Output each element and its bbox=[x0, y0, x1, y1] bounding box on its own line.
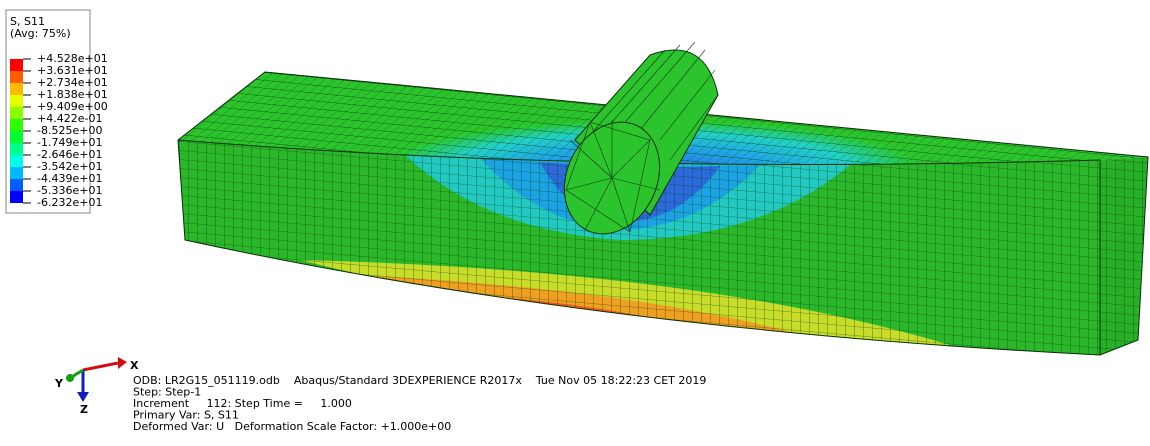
axis-z: Z bbox=[80, 403, 88, 416]
legend-swatch bbox=[10, 71, 23, 83]
legend-swatch bbox=[10, 167, 23, 179]
legend-swatch bbox=[10, 107, 23, 119]
info-line: ODB: LR2G15_051119.odb Abaqus/Standard 3… bbox=[133, 374, 706, 387]
legend-swatch bbox=[10, 155, 23, 167]
legend-label: -6.232e+01 bbox=[37, 196, 102, 209]
info-line: Deformed Var: U Deformation Scale Factor… bbox=[133, 420, 451, 433]
legend-swatch bbox=[10, 119, 23, 131]
legend-swatch bbox=[10, 95, 23, 107]
legend-swatch bbox=[10, 191, 23, 203]
legend-swatch bbox=[10, 179, 23, 191]
viewport: S, S11 (Avg: 75%) X Y Z +4.528e+01+3.631… bbox=[0, 0, 1150, 446]
axis-x: X bbox=[130, 359, 139, 372]
axis-y: Y bbox=[54, 377, 64, 390]
legend-swatch bbox=[10, 131, 23, 143]
page: {"legend": {"title": "S, S11", "subtitle… bbox=[0, 0, 1150, 446]
legend-swatch bbox=[10, 59, 23, 71]
triad: X Y Z bbox=[54, 357, 139, 416]
legend-subtitle: (Avg: 75%) bbox=[10, 27, 71, 40]
legend-swatch bbox=[10, 143, 23, 155]
legend-swatch bbox=[10, 83, 23, 95]
